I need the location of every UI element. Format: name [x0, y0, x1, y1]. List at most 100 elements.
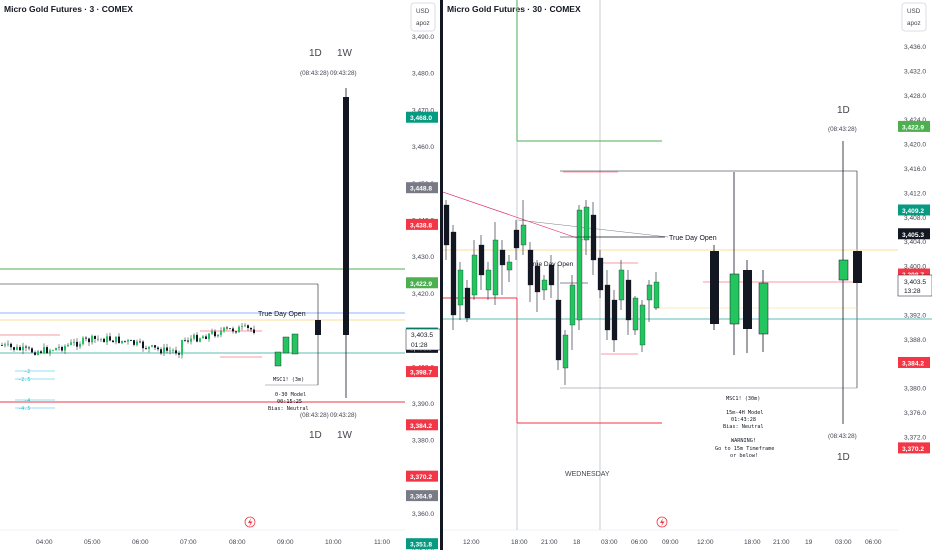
price-tag — [406, 470, 438, 482]
time-axis-label: 05:00 — [84, 539, 101, 546]
time-axis-label: 04:00 — [36, 539, 53, 546]
timer-label: 09:43:28) — [330, 70, 357, 77]
chart-pane-3m[interactable]: Micro Gold Futures · 3 · COMEX USD apoz … — [0, 0, 440, 550]
price-tag-label: 3,468.0 — [410, 115, 432, 122]
true-day-open-label: True Day Open — [258, 311, 306, 318]
price-axis-label: 3,412.0 — [904, 190, 926, 197]
time-axis-label: 09:00 — [662, 539, 679, 546]
time-axis-label: 06:00 — [132, 539, 149, 546]
price-tag-label: 3,422.9 — [410, 281, 432, 288]
session-info: or below! — [730, 453, 758, 459]
true-day-open-label: True Day Open — [669, 235, 717, 242]
time-axis-label: 03:00 — [835, 539, 852, 546]
countdown: 01:28 — [411, 342, 428, 349]
diagonal-line — [443, 191, 584, 241]
price-axis-label: 3,428.0 — [904, 93, 926, 100]
candle-body-large — [343, 97, 349, 335]
time-axis-label: 08:00 — [229, 539, 246, 546]
price-axis-label: 3,400.0 — [904, 264, 926, 271]
time-axis-label: 21:00 — [773, 539, 790, 546]
price-axis-label: 3,436.0 — [904, 44, 926, 51]
chart-pane-30m[interactable]: Micro Gold Futures · 30 · COMEX USD apoz… — [443, 0, 932, 550]
price-tag-label: 3,422.9 — [902, 124, 924, 131]
currency-button[interactable] — [410, 2, 436, 32]
fib-label: -4 — [24, 398, 30, 404]
time-axis-label: 06:00 — [865, 539, 882, 546]
price-tag — [406, 218, 438, 230]
time-axis-label: 06:00 — [631, 539, 648, 546]
price-axis-label: 3,470.0 — [412, 107, 434, 114]
symbol-title: Micro Gold Futures · 30 · COMEX — [447, 4, 581, 14]
session-info: Go to 15m Timeframe — [715, 446, 774, 452]
time-axis-labels: 12:00 18:00 21:00 18 03:00 06:00 09:00 12:00 18:… — [463, 539, 882, 546]
timer-label: 09:43:28) — [330, 412, 357, 419]
currency-sub-label: apoz — [416, 20, 430, 27]
session-info: MSC1! (30m) — [726, 396, 760, 402]
tf-label-1w: 1W — [337, 48, 353, 59]
pane-divider[interactable] — [440, 0, 443, 550]
session-info: Bias: Neutral — [723, 424, 764, 430]
tf-label-1d: 1D — [309, 430, 322, 441]
price-axis-label: 3,392.0 — [904, 312, 926, 319]
price-axis-label: 3,460.0 — [412, 144, 434, 151]
time-axis-label: 12:00 — [463, 539, 480, 546]
price-axis-label: 3,388.0 — [904, 337, 926, 344]
time-axis-label: 03:00 — [601, 539, 618, 546]
price-tag — [406, 111, 438, 123]
fib-label: -2 — [24, 369, 30, 375]
price-tag — [898, 204, 930, 216]
timer-label: (08:43:28) — [300, 412, 329, 419]
price-tag — [406, 277, 438, 289]
timer-label: (08:43:28) — [300, 70, 329, 77]
price-tag — [898, 356, 930, 368]
tf-label-1d: 1D — [837, 452, 850, 463]
price-tag — [406, 490, 438, 502]
price-axis-label: 3,380.0 — [904, 386, 926, 393]
price-axis-label: 3,376.0 — [904, 410, 926, 417]
session-info: WARNING! — [731, 438, 756, 444]
session-info: 00:15:25 — [277, 399, 302, 405]
timer-label: (08:43:28) — [828, 126, 857, 133]
time-axis-label: 07:00 — [180, 539, 197, 546]
tf-label-1d: 1D — [309, 48, 322, 59]
price-tag-label: 3,448.8 — [410, 186, 432, 193]
time-axis-label: 09:00 — [277, 539, 294, 546]
current-price: 3,403.5 — [904, 279, 926, 286]
price-tag-label: 3,370.2 — [410, 474, 432, 481]
price-tag-label: 3,438.8 — [410, 222, 432, 229]
time-axis-label: 10:00 — [325, 539, 342, 546]
price-axis-label: 3,408.0 — [904, 215, 926, 222]
currency-button[interactable] — [901, 2, 927, 32]
price-axis-label: 3,490.0 — [412, 34, 434, 41]
true-day-open-label-2: True Day Open — [529, 261, 574, 268]
lightning-icon[interactable] — [656, 516, 668, 528]
price-tag — [406, 538, 438, 550]
price-axis-label: 3,416.0 — [904, 166, 926, 173]
price-axis-label: 3,420.0 — [904, 142, 926, 149]
session-info: 0-30 Model — [275, 392, 306, 398]
chart-3m-canvas[interactable]: Micro Gold Futures · 3 · COMEX USD apoz … — [0, 0, 440, 550]
price-axis[interactable] — [405, 0, 440, 530]
price-tag-label: 3,384.2 — [410, 423, 432, 430]
time-axis-labels: 04:00 05:00 06:00 07:00 08:00 09:00 10:00 11:00 — [36, 539, 390, 546]
price-tag-label: 3,351.8 — [410, 542, 432, 549]
currency-label: USD — [907, 8, 921, 15]
tf-label-1w: 1W — [337, 430, 353, 441]
price-tag — [406, 366, 438, 378]
lightning-icon[interactable] — [244, 516, 256, 528]
price-tag — [406, 182, 438, 194]
price-tag-label: 3,398.7 — [410, 370, 432, 377]
price-axis-label: 3,420.0 — [412, 291, 434, 298]
price-axis-labels: 3,436.0 3,432.0 3,428.0 3,424.0 3,420.0 3,416… — [904, 44, 926, 441]
time-axis-label: 11:00 — [374, 539, 390, 546]
chart-30m-canvas[interactable]: Micro Gold Futures · 30 · COMEX USD apoz… — [443, 0, 932, 550]
price-axis-label: 3,432.0 — [904, 68, 926, 75]
time-axis-label: 18 — [573, 539, 581, 546]
price-axis-label: 3,372.0 — [904, 434, 926, 441]
price-axis-label: 3,380.0 — [412, 438, 434, 445]
session-info: MSC1! (3m) — [273, 377, 304, 383]
price-axis-label: 3,430.0 — [412, 254, 434, 261]
candlestick-series — [443, 200, 660, 385]
price-tag-label: 3,364.9 — [410, 494, 432, 501]
session-info: Bias: Neutral — [268, 406, 309, 412]
